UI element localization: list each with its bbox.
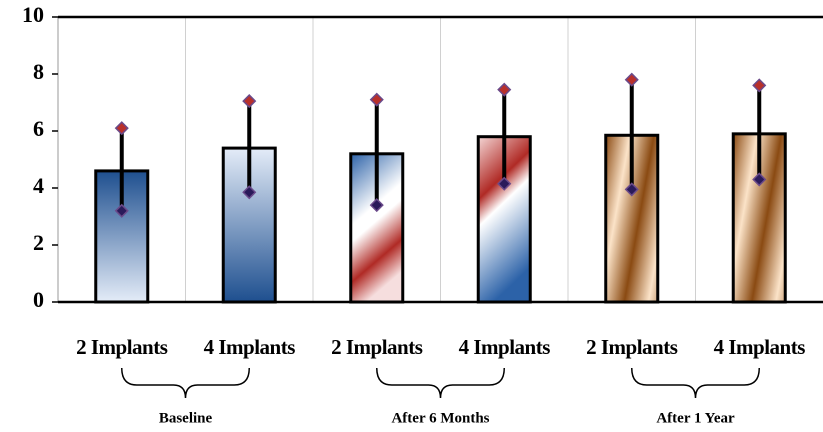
max-marker (242, 94, 257, 109)
group-brace (631, 367, 760, 399)
y-tick-label: 4 (33, 173, 44, 198)
y-tick-label: 8 (33, 59, 44, 84)
min-marker (114, 203, 129, 218)
max-marker (114, 121, 129, 136)
group-label: After 6 Months (391, 410, 489, 426)
min-marker (369, 198, 384, 213)
min-marker (624, 182, 639, 197)
group-brace (121, 367, 250, 399)
min-marker (497, 176, 512, 191)
x-tick-label: 4 Implants (459, 335, 551, 359)
y-tick-label: 10 (22, 2, 44, 27)
max-marker (752, 78, 767, 93)
x-tick-label: 2 Implants (331, 335, 423, 359)
group-label: Baseline (159, 410, 213, 426)
y-tick-label: 0 (33, 287, 44, 312)
x-tick-label: 4 Implants (204, 335, 296, 359)
max-marker (497, 82, 512, 97)
x-tick-label: 4 Implants (714, 335, 806, 359)
group-brace (376, 367, 505, 399)
min-marker (242, 185, 257, 200)
max-marker (369, 92, 384, 107)
bar (731, 132, 787, 304)
min-marker (752, 172, 767, 187)
group-label: After 1 Year (656, 410, 735, 426)
x-tick-label: 2 Implants (76, 335, 168, 359)
bar (94, 169, 150, 304)
y-tick-label: 6 (33, 116, 44, 141)
y-tick-label: 2 (33, 230, 44, 255)
max-marker (624, 72, 639, 87)
x-tick-label: 2 Implants (586, 335, 678, 359)
